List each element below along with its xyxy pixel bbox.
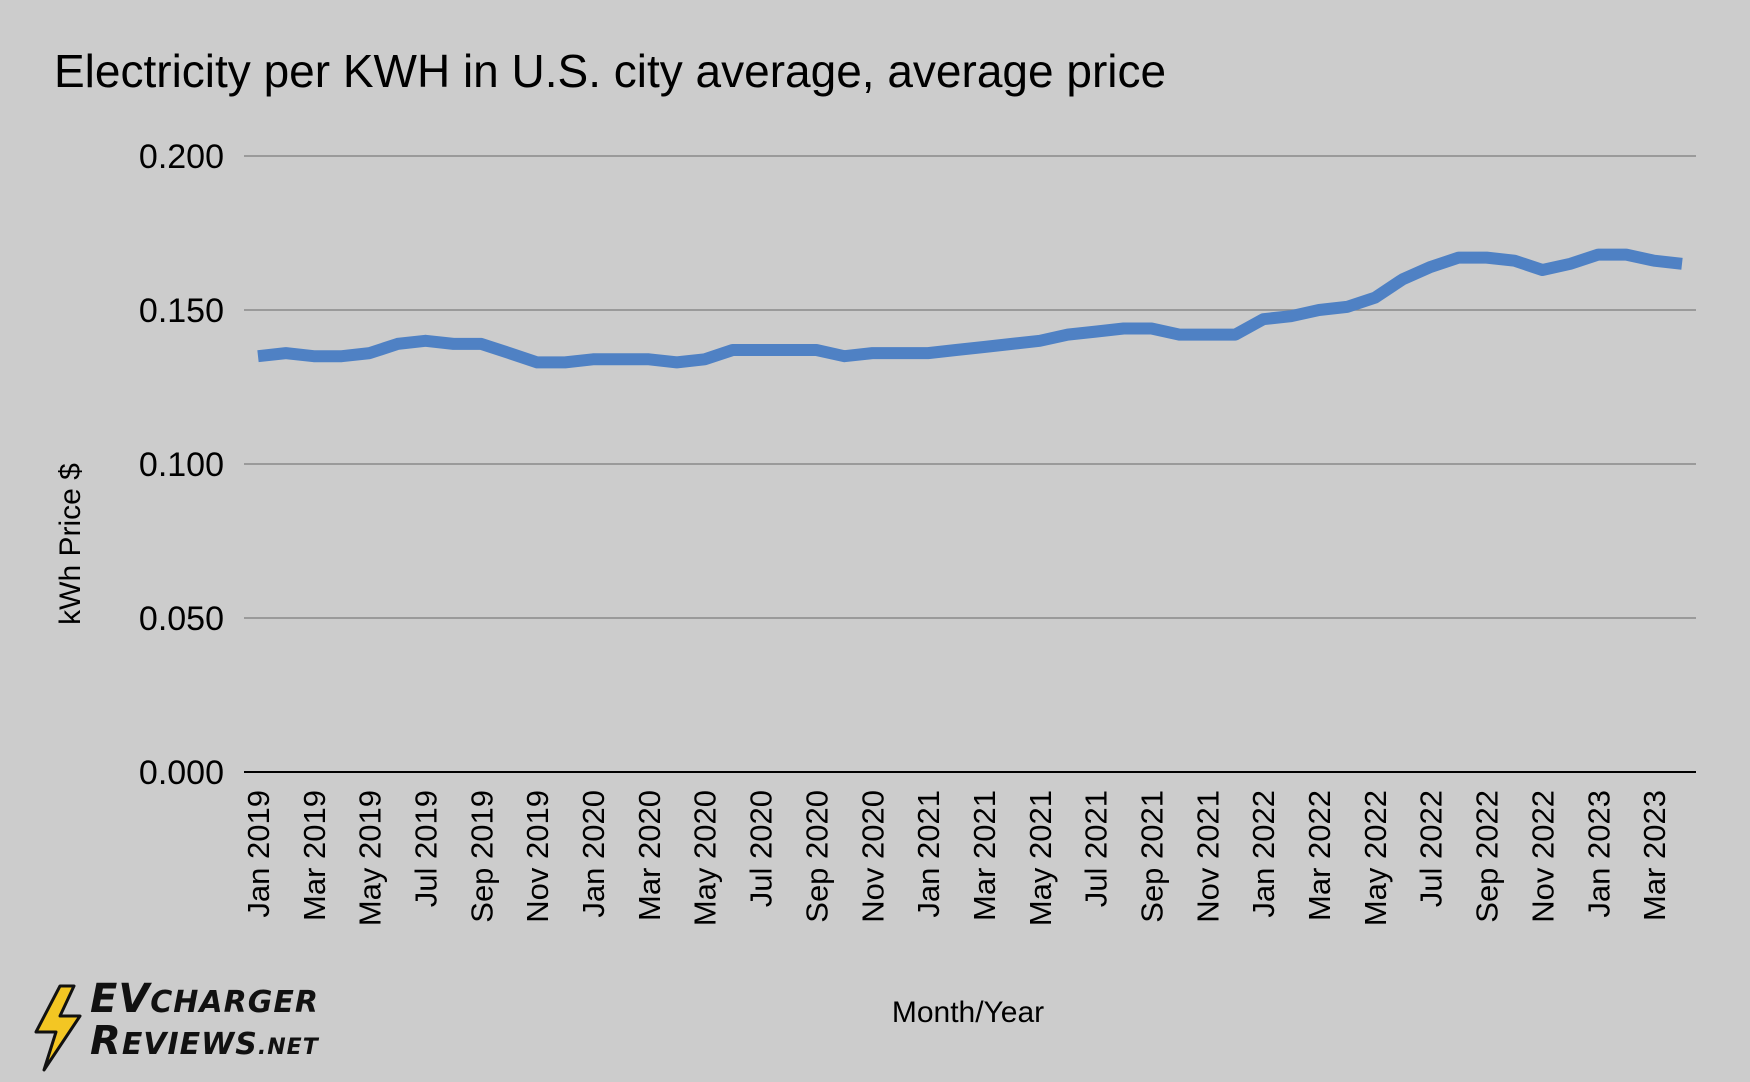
x-tick-label: May 2020 [688, 790, 723, 926]
x-tick-label: Mar 2021 [967, 790, 1002, 921]
x-tick-label: Nov 2022 [1525, 790, 1560, 923]
x-tick-label: Jul 2019 [409, 790, 444, 907]
x-tick-label: Jan 2019 [241, 790, 276, 918]
logo-line-2: REVIEWS.NET [90, 1018, 319, 1064]
x-tick-label: Mar 2022 [1302, 790, 1337, 921]
x-tick-label: Jan 2020 [576, 790, 611, 918]
series-line [257, 248, 1683, 369]
chart-title: Electricity per KWH in U.S. city average… [54, 45, 1167, 97]
x-tick-label: Nov 2021 [1190, 790, 1225, 923]
x-tick-label: Sep 2020 [799, 790, 834, 923]
x-tick-label: Mar 2019 [297, 790, 332, 921]
x-tick-label: Sep 2019 [464, 790, 499, 923]
series-layer [257, 248, 1683, 369]
x-tick-label: May 2022 [1358, 790, 1393, 926]
logo-line-1: EVCHARGER [90, 976, 319, 1022]
x-tick-label: Jul 2020 [744, 790, 779, 907]
x-tick-label: Nov 2020 [855, 790, 890, 923]
x-tick-label: Mar 2023 [1637, 790, 1672, 921]
x-tick-label: Nov 2019 [520, 790, 555, 923]
x-tick-label: Sep 2022 [1470, 790, 1505, 923]
lightning-bolt-icon [34, 984, 82, 1072]
x-tick-label: May 2021 [1023, 790, 1058, 926]
x-tick-label: Sep 2021 [1135, 790, 1170, 923]
y-tick-label: 0.200 [139, 138, 224, 176]
x-axis-label: Month/Year [892, 996, 1044, 1029]
y-tick-labels: 0.000 0.050 0.100 0.150 0.200 [139, 138, 224, 792]
x-tick-label: Mar 2020 [632, 790, 667, 921]
x-tick-labels: Jan 2019 Mar 2019 May 2019 Jul 2019 Sep 2019… [241, 790, 1672, 926]
x-tick-label: Jan 2023 [1581, 790, 1616, 918]
y-tick-label: 0.150 [139, 292, 224, 330]
y-axis-label: kWh Price $ [54, 463, 87, 625]
y-tick-label: 0.100 [139, 446, 224, 484]
x-tick-label: Jan 2021 [911, 790, 946, 918]
x-tick-label: Jul 2022 [1414, 790, 1449, 907]
x-tick-label: Jul 2021 [1079, 790, 1114, 907]
gridlines [244, 155, 1696, 773]
x-tick-label: Jan 2022 [1246, 790, 1281, 918]
evcharger-reviews-logo: EVCHARGER REVIEWS.NET [30, 976, 350, 1072]
y-tick-label: 0.000 [139, 754, 224, 792]
y-tick-label: 0.050 [139, 600, 224, 638]
x-tick-label: May 2019 [353, 790, 388, 926]
